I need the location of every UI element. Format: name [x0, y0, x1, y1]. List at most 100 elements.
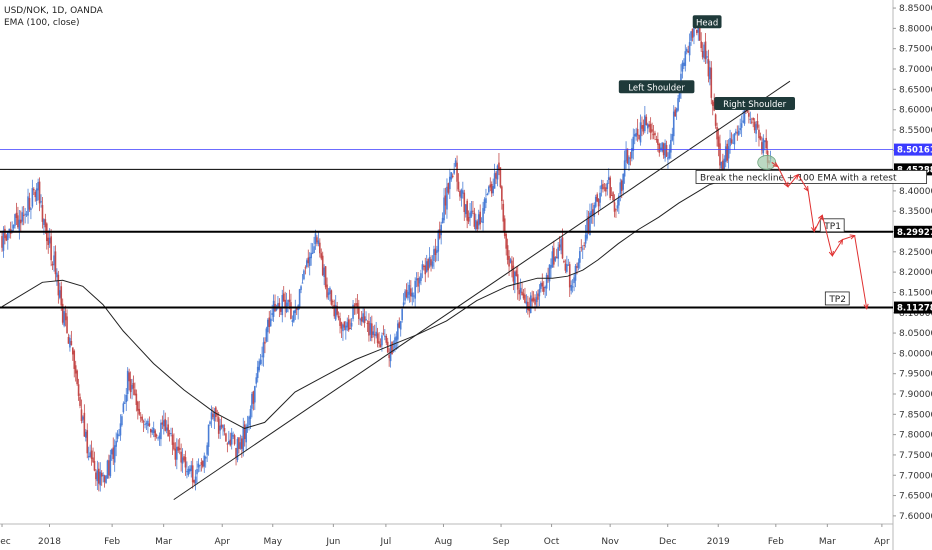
candle-body [421, 264, 424, 270]
candle-body [181, 457, 184, 464]
candle-body [168, 433, 171, 435]
projection-segment [854, 235, 868, 309]
current-price-price-tag [894, 143, 932, 156]
candle-body [251, 393, 253, 409]
candle-body [514, 271, 516, 284]
candle-body [407, 291, 409, 299]
candle-body [77, 384, 80, 396]
candle-body [538, 288, 541, 297]
projection-arrowhead [863, 303, 869, 310]
candle-body [371, 323, 373, 338]
candle-body [475, 220, 477, 230]
candle-body [577, 262, 580, 268]
y-tick-label: 7.75000 [899, 451, 932, 461]
candle-body [171, 434, 174, 445]
candle-body [590, 210, 593, 217]
candle-body [158, 435, 161, 439]
candle-body [246, 425, 249, 428]
candle-body [723, 158, 726, 169]
candle-body [453, 170, 455, 174]
candle-body [489, 184, 492, 188]
projection-segment [813, 215, 823, 232]
candle-body [740, 123, 743, 128]
candle-body [301, 282, 304, 284]
projection-segment [821, 215, 833, 256]
candle-body [397, 323, 399, 340]
candle-body [706, 56, 708, 58]
candle-body [616, 205, 619, 209]
candle-body [53, 255, 55, 266]
candle-body [90, 450, 93, 459]
candle-body [99, 471, 102, 486]
candle-body [449, 176, 451, 190]
candle-body [583, 245, 585, 247]
y-tick-label: 8.40000 [899, 187, 932, 197]
candle-body [713, 102, 715, 111]
y-tick-label: 8.10000 [899, 309, 932, 319]
candle-body [235, 447, 237, 458]
y-tick-label: 8.15000 [899, 288, 932, 298]
candle-body [219, 425, 221, 431]
candle-body [152, 428, 155, 433]
candle-body [490, 183, 493, 194]
candle-body [191, 465, 194, 483]
candle-body [41, 205, 44, 222]
y-tick-label: 7.95000 [899, 370, 932, 380]
candle-body [57, 274, 60, 296]
candle-body [641, 125, 643, 129]
candle-body [632, 136, 635, 151]
candle-body [748, 112, 750, 117]
candle-body [59, 290, 61, 298]
candle-body [67, 337, 70, 344]
candle-body [189, 468, 191, 472]
candle-body [44, 219, 47, 228]
candle-body [730, 139, 733, 143]
candle-body [404, 291, 406, 301]
candle-body [693, 25, 695, 37]
projection-segment [831, 239, 843, 257]
candle-body [646, 124, 649, 129]
candle-body [690, 31, 692, 41]
candle-body [512, 265, 515, 282]
candle-body [584, 234, 587, 244]
candle-body [473, 212, 476, 227]
candle-body [672, 111, 675, 137]
candle-body [31, 188, 34, 207]
candle-body [73, 350, 76, 369]
x-tick-label: Mar [155, 537, 172, 547]
candle-body [698, 27, 701, 41]
candle-body [714, 114, 717, 126]
candle-body [592, 209, 594, 216]
candle-body [521, 291, 523, 296]
candle-body [547, 275, 549, 280]
x-tick-label: Jul [379, 537, 391, 547]
candle-body [622, 173, 624, 190]
candle-body [300, 286, 302, 290]
candle-body [321, 255, 324, 276]
candle-body [303, 270, 305, 280]
candle-body [5, 235, 8, 241]
candle-body [752, 117, 754, 121]
candle-body [265, 328, 268, 342]
candle-body [295, 308, 298, 310]
candle-body [717, 136, 720, 147]
candle-body [541, 282, 544, 287]
candle-body [243, 424, 246, 440]
candle-body [311, 252, 314, 254]
candle-body [157, 437, 159, 439]
candle-body [242, 427, 245, 452]
candle-body [384, 335, 386, 337]
candle-body [605, 187, 607, 192]
candle-body [342, 324, 344, 332]
candle-body [385, 335, 388, 343]
candle-body [239, 442, 242, 449]
candle-body [477, 214, 480, 226]
candle-body [551, 251, 554, 268]
candle-body [580, 247, 583, 249]
candle-body [625, 150, 627, 162]
candle-body [293, 310, 295, 322]
candle-body [499, 167, 502, 188]
candle-body [284, 299, 286, 309]
